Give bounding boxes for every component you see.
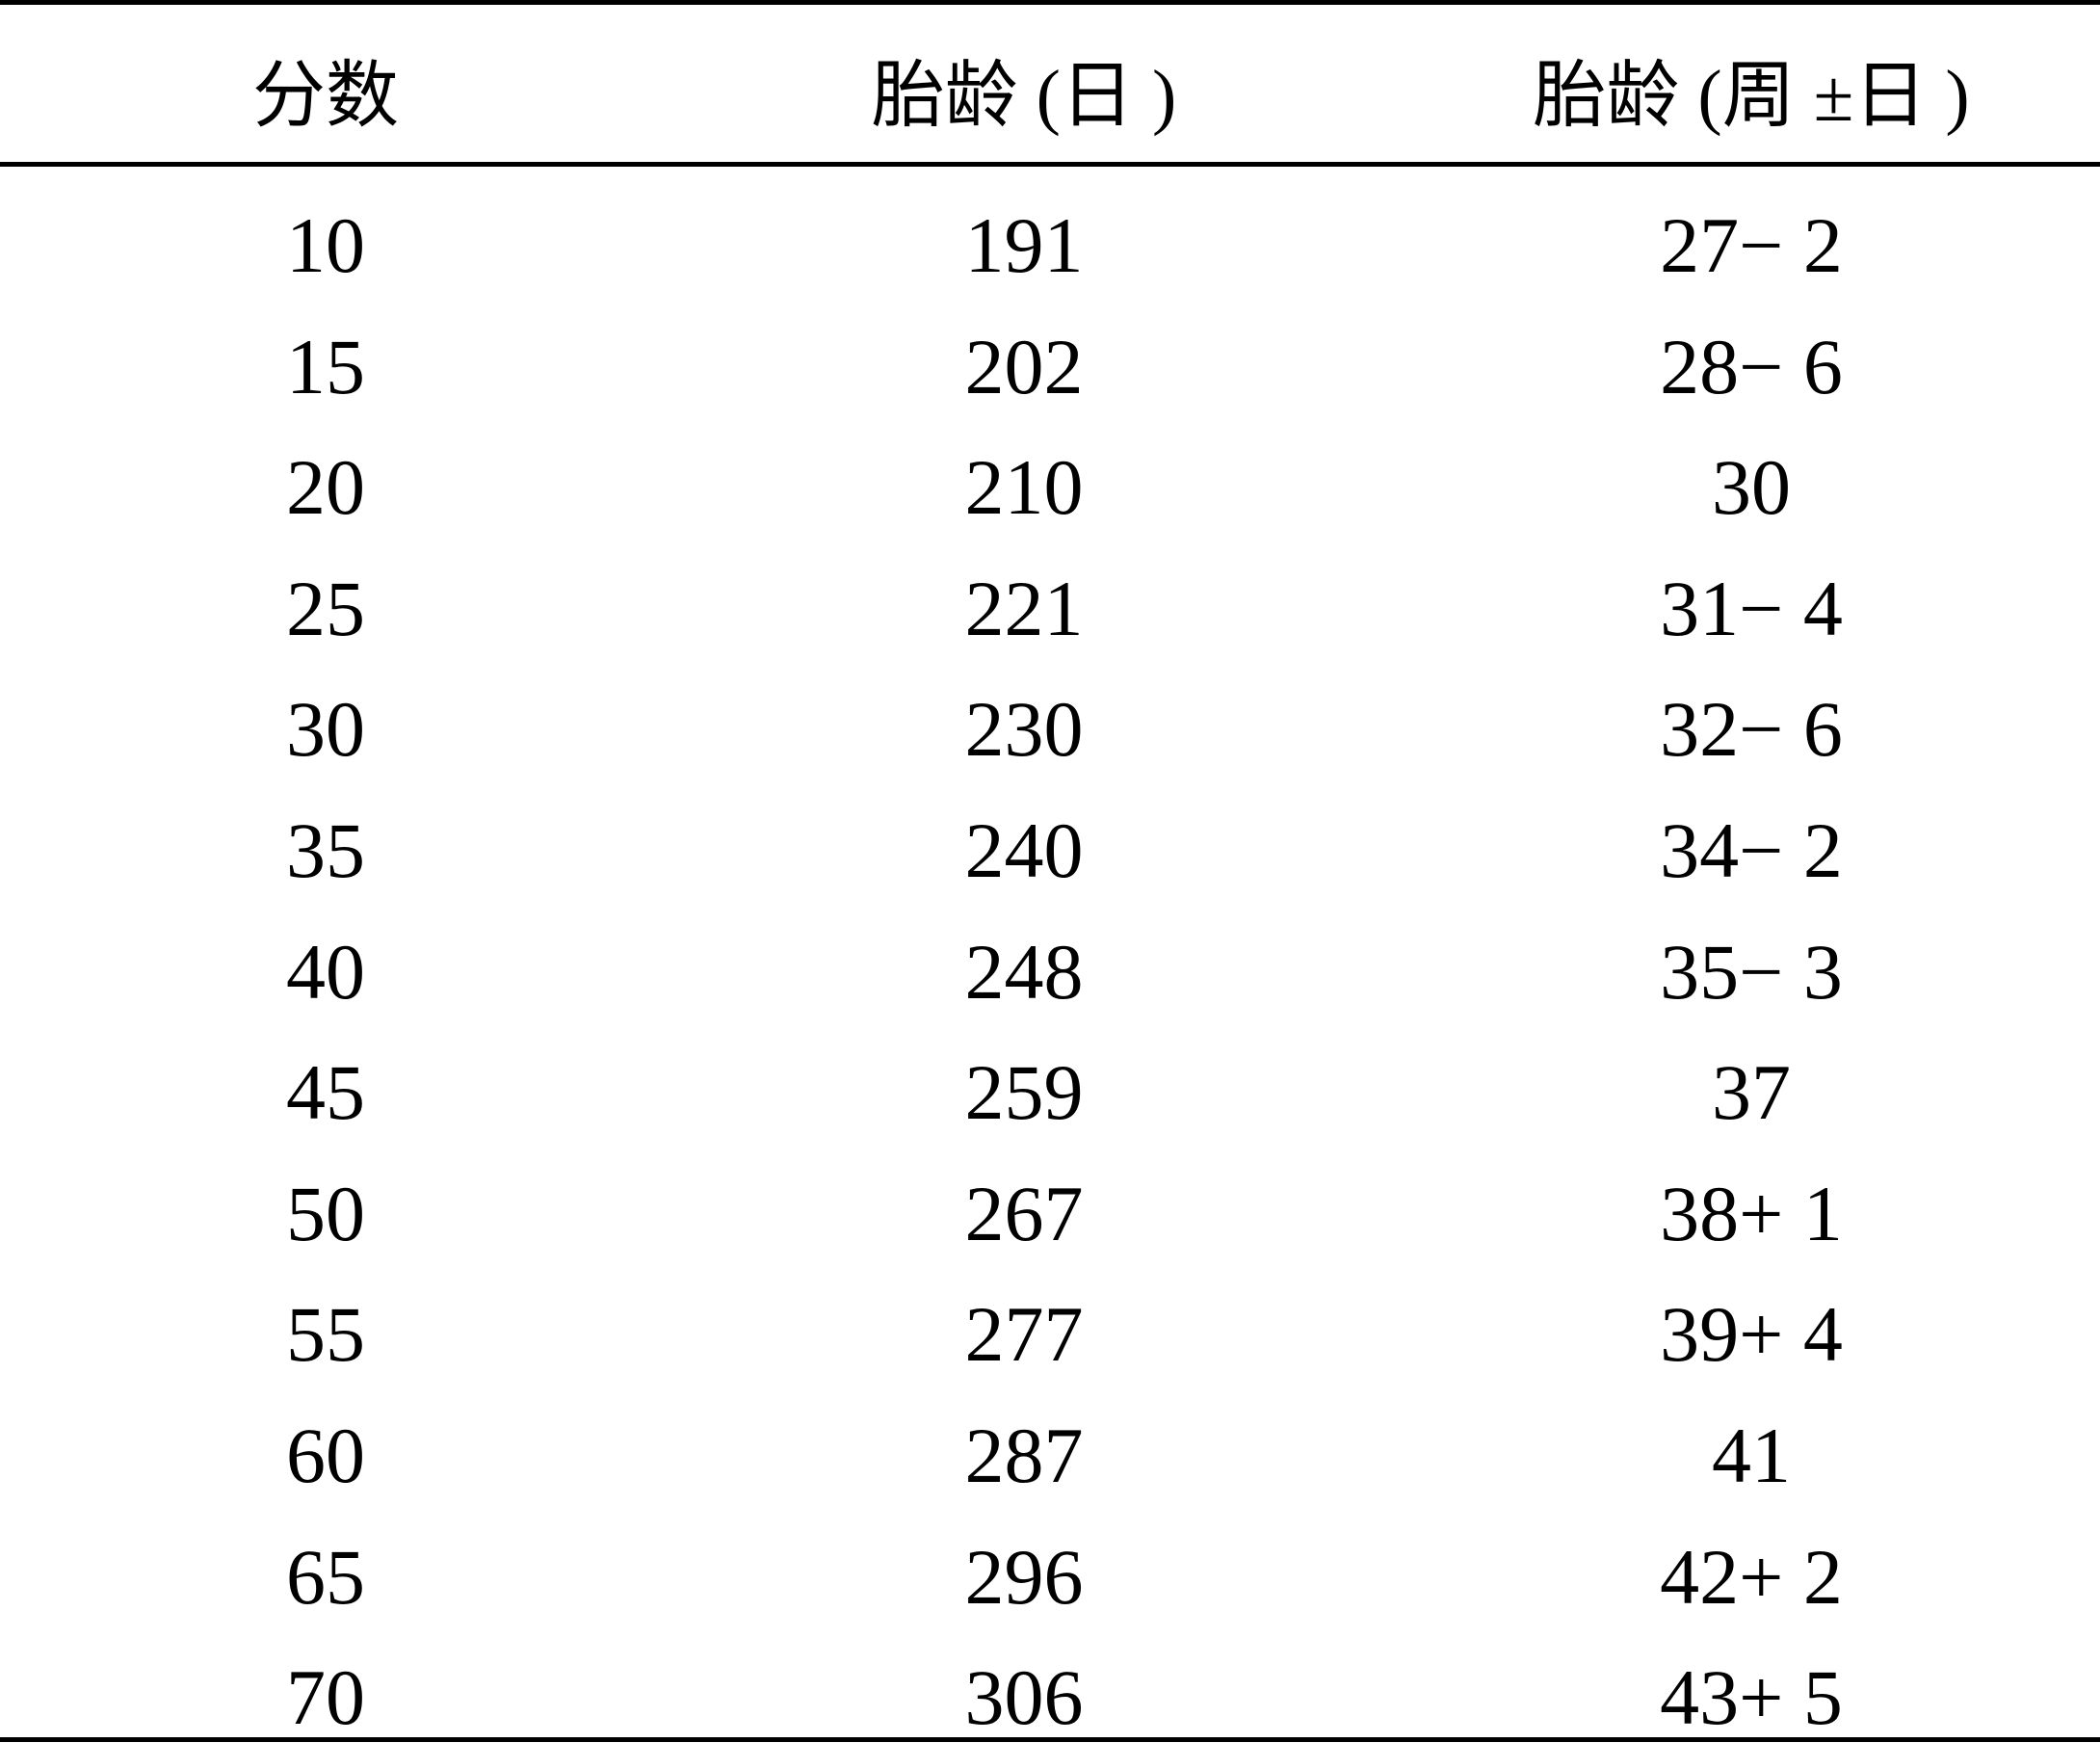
age-weeks-cell: 28− 6 — [1660, 322, 1843, 410]
header-age-days: 胎龄 (日 ) — [871, 56, 1177, 137]
score-cell: 35 — [286, 806, 365, 894]
age-days-cell: 210 — [964, 443, 1084, 532]
age-days-cell: 287 — [964, 1412, 1084, 1499]
age-days-cell: 240 — [964, 806, 1084, 894]
age-days-cell: 191 — [964, 201, 1084, 289]
score-cell: 25 — [286, 564, 365, 652]
bottom-rule — [0, 1737, 2100, 1742]
age-days-cell: 296 — [964, 1532, 1084, 1621]
header-rule — [0, 162, 2100, 167]
age-days-cell: 267 — [964, 1169, 1084, 1257]
age-weeks-cell: 32− 6 — [1660, 685, 1843, 774]
age-weeks-cell: 41 — [1712, 1412, 1791, 1499]
age-weeks-cell: 38+ 1 — [1660, 1169, 1843, 1257]
age-weeks-cell: 39+ 4 — [1660, 1290, 1843, 1379]
age-weeks-cell: 43+ 5 — [1660, 1653, 1843, 1742]
age-days-cell: 306 — [964, 1653, 1084, 1742]
age-days-cell: 202 — [964, 322, 1084, 410]
score-cell: 30 — [286, 685, 365, 774]
score-cell: 60 — [286, 1412, 365, 1499]
score-cell: 20 — [286, 443, 365, 532]
age-days-cell: 221 — [964, 564, 1084, 652]
score-cell: 70 — [286, 1653, 365, 1742]
score-cell: 50 — [286, 1169, 365, 1257]
age-weeks-cell: 30 — [1712, 443, 1791, 532]
score-cell: 55 — [286, 1290, 365, 1379]
age-days-cell: 259 — [964, 1048, 1084, 1137]
age-weeks-cell: 34− 2 — [1660, 806, 1843, 894]
age-days-cell: 230 — [964, 685, 1084, 774]
age-weeks-cell: 27− 2 — [1660, 201, 1843, 289]
top-rule — [0, 0, 2100, 5]
age-weeks-cell: 37 — [1712, 1048, 1791, 1137]
header-age-weeks: 胎龄 (周 ±日 ) — [1533, 56, 1970, 137]
header-score: 分数 — [252, 56, 399, 137]
score-cell: 45 — [286, 1048, 365, 1137]
age-days-cell: 277 — [964, 1290, 1084, 1379]
score-cell: 40 — [286, 927, 365, 1016]
score-cell: 10 — [286, 201, 365, 289]
score-cell: 65 — [286, 1532, 365, 1621]
score-cell: 15 — [286, 322, 365, 410]
age-weeks-cell: 31− 4 — [1660, 564, 1843, 652]
age-weeks-cell: 35− 3 — [1660, 927, 1843, 1016]
age-weeks-cell: 42+ 2 — [1660, 1532, 1843, 1621]
age-days-cell: 248 — [964, 927, 1084, 1016]
